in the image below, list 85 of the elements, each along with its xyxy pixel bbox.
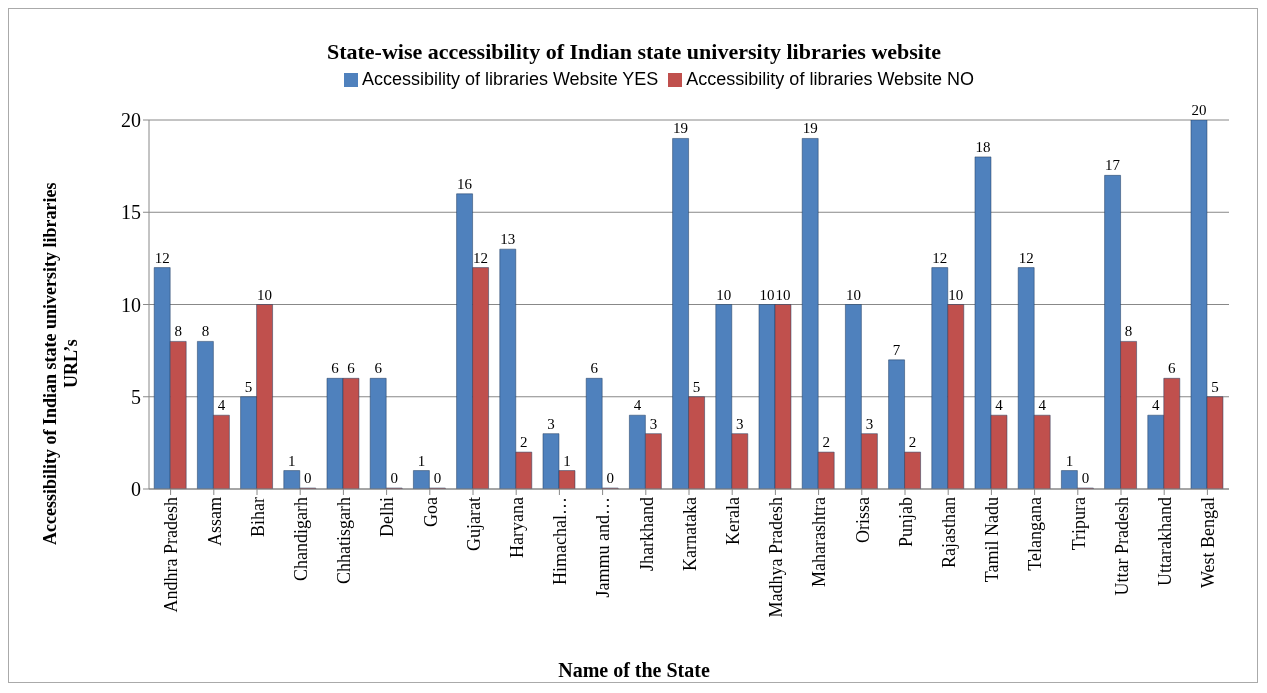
- x-axis-title: Name of the State: [557, 659, 711, 682]
- x-tick-label: Tripura: [1068, 496, 1089, 551]
- x-tick-label: Uttar Pradesh: [1111, 497, 1132, 596]
- data-label: 3: [865, 415, 874, 432]
- data-label: 2: [822, 434, 830, 451]
- y-tick-label: 15: [121, 201, 141, 224]
- data-label: 19: [673, 120, 689, 137]
- x-tick-label: Jammu and…: [593, 497, 614, 598]
- data-label: 1: [563, 452, 571, 469]
- data-label: 10: [759, 286, 775, 303]
- x-tick-label: Maharashtra: [809, 497, 830, 587]
- data-label: 10: [716, 286, 732, 303]
- data-label: 5: [692, 378, 701, 395]
- data-label: 13: [500, 231, 516, 248]
- data-label: 0: [1081, 470, 1090, 486]
- data-label: 0: [304, 470, 312, 486]
- legend-label: Accessibility of libraries Website NO: [686, 69, 975, 89]
- x-tick-label: Rajasthan: [938, 497, 959, 568]
- data-label: 3: [547, 415, 555, 432]
- data-label: 1: [1065, 452, 1074, 469]
- data-label: 12: [473, 249, 489, 266]
- x-tick-label: West Bengal: [1198, 497, 1219, 589]
- x-tick-label: Chandigarh: [290, 497, 311, 581]
- data-label: 1: [417, 452, 426, 469]
- x-tick-label: Punjab: [895, 497, 916, 548]
- data-label: 0: [606, 470, 614, 486]
- data-label: 17: [1105, 157, 1121, 174]
- x-tick-label: Karnataka: [679, 496, 700, 571]
- x-tick-label: Andhra Pradesh: [161, 497, 182, 613]
- data-label: 4: [1152, 397, 1161, 414]
- data-label: 16: [457, 175, 473, 192]
- data-label: 2: [520, 434, 528, 451]
- data-label: 6: [590, 360, 599, 377]
- data-label: 0: [433, 470, 442, 486]
- data-label: 4: [1038, 397, 1047, 414]
- x-tick-label: Jharkhand: [636, 497, 657, 571]
- data-label: 3: [736, 415, 744, 432]
- data-label: 6: [1168, 360, 1177, 377]
- data-label: 19: [802, 120, 818, 137]
- legend-label: Accessibility of libraries Website YES: [361, 69, 659, 89]
- x-tick-label: Himachal…: [550, 497, 571, 585]
- y-tick-label: 0: [131, 478, 141, 501]
- y-tick-label: 10: [121, 293, 141, 316]
- data-label: 12: [932, 249, 948, 266]
- x-tick-label: Kerala: [722, 497, 743, 545]
- x-tick-label: Goa: [420, 497, 441, 527]
- data-label: 4: [217, 397, 226, 414]
- data-label: 12: [154, 249, 170, 266]
- y-axis-title: Accessibility of Indian state university libraries URL’s: [40, 181, 82, 548]
- x-tick-label: Telangana: [1025, 497, 1046, 571]
- data-label: 18: [975, 138, 991, 155]
- data-label: 8: [174, 323, 182, 340]
- x-tick-label: Gujarat: [463, 497, 484, 551]
- x-tick-label: Chhatisgarh: [334, 497, 355, 584]
- data-label: 4: [633, 397, 642, 414]
- data-label: 4: [995, 397, 1004, 414]
- x-tick-label: Bihar: [247, 497, 268, 537]
- data-label: 10: [775, 286, 791, 303]
- y-tick-label: 20: [121, 109, 141, 132]
- data-label: 5: [1211, 378, 1219, 395]
- x-tick-label: Tamil Nadu: [982, 497, 1003, 583]
- x-tick-label: Madhya Pradesh: [766, 497, 787, 618]
- data-label: 10: [948, 286, 964, 303]
- x-tick-label: Haryana: [506, 497, 527, 558]
- x-tick-label: Orissa: [852, 497, 873, 543]
- data-label: 10: [257, 286, 273, 303]
- chart-title: State-wise accessibility of Indian state university libraries website: [325, 39, 943, 65]
- data-label: 1: [288, 452, 296, 469]
- data-label: 3: [649, 415, 658, 432]
- data-label: 6: [374, 360, 383, 377]
- data-label: 5: [244, 378, 253, 395]
- y-tick-label: 5: [131, 385, 141, 408]
- data-label: 8: [201, 323, 210, 340]
- data-label: 12: [1018, 249, 1034, 266]
- data-label: 2: [908, 434, 917, 451]
- data-label: 10: [845, 286, 861, 303]
- data-label: 7: [892, 341, 901, 358]
- data-label: 6: [331, 360, 340, 377]
- data-label: 8: [1124, 323, 1133, 340]
- x-tick-label: Delhi: [377, 497, 398, 537]
- data-label: 0: [390, 470, 398, 486]
- data-label: 20: [1191, 102, 1207, 118]
- data-label: 6: [347, 360, 356, 377]
- x-tick-label: Assam: [204, 497, 225, 546]
- x-tick-label: Uttarakhand: [1154, 497, 1175, 586]
